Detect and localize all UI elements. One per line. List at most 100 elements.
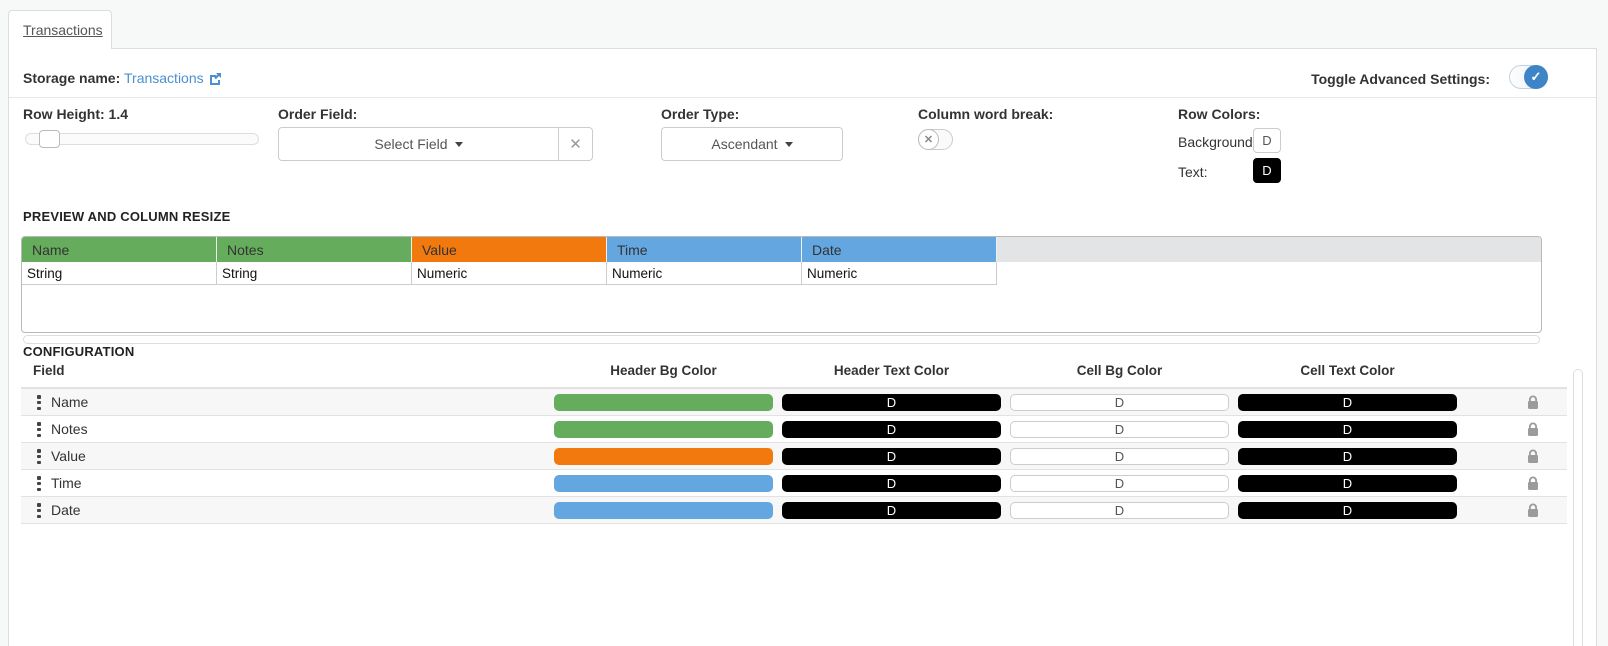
- drag-handle-icon[interactable]: [37, 476, 41, 491]
- preview-column-header[interactable]: Date: [802, 237, 997, 262]
- cell-bg-color-button[interactable]: D: [1010, 475, 1229, 492]
- row-text-color-button[interactable]: D: [1253, 158, 1281, 183]
- header-bg-color-swatch[interactable]: [554, 475, 773, 492]
- header-bg-color-column-header: Header Bg Color: [610, 363, 717, 378]
- header-text-color-button[interactable]: D: [782, 448, 1001, 465]
- preview-column-header[interactable]: Notes: [217, 237, 412, 262]
- column-header-text: Time: [617, 241, 648, 258]
- cell-text-color-button[interactable]: D: [1238, 421, 1457, 438]
- row-height-slider-thumb[interactable]: [39, 130, 60, 148]
- column-header-text: Value: [422, 241, 457, 258]
- header-text-color-button[interactable]: D: [782, 421, 1001, 438]
- row-height-label: Row Height: 1.4: [23, 106, 129, 122]
- swatch-label: D: [886, 503, 897, 518]
- cell-bg-color-column-header: Cell Bg Color: [1076, 363, 1163, 378]
- table-row: Notes D D D: [21, 416, 1567, 443]
- swatch-label: D: [1342, 503, 1353, 518]
- lock-icon[interactable]: [1525, 475, 1541, 492]
- swatch-label: D: [1114, 503, 1125, 518]
- background-label: Background:: [1178, 134, 1257, 150]
- cell-bg-color-button[interactable]: D: [1010, 421, 1229, 438]
- drag-handle-icon[interactable]: [37, 395, 41, 410]
- configuration-section-title: CONFIGURATION: [23, 344, 135, 359]
- preview-section-title: PREVIEW AND COLUMN RESIZE: [23, 209, 231, 224]
- check-icon: ✓: [1524, 65, 1548, 89]
- cell-text-color-button[interactable]: D: [1238, 475, 1457, 492]
- lock-icon[interactable]: [1525, 448, 1541, 465]
- header-text-color-button[interactable]: D: [782, 475, 1001, 492]
- column-header-text: Name: [32, 241, 70, 258]
- preview-column-header[interactable]: Name: [22, 237, 217, 262]
- drag-handle-icon[interactable]: [37, 422, 41, 437]
- field-name: Name: [51, 394, 89, 410]
- row-background-color-button[interactable]: D: [1253, 128, 1281, 153]
- chevron-down-icon: [784, 141, 793, 147]
- storage-name-label: Storage name:: [23, 70, 121, 86]
- order-field-select[interactable]: Select Field: [278, 127, 559, 161]
- configuration-vertical-scrollbar[interactable]: [1573, 369, 1583, 646]
- header-bg-color-swatch[interactable]: [554, 394, 773, 411]
- clear-x-icon: ✕: [569, 136, 582, 153]
- order-field-label: Order Field:: [278, 106, 358, 122]
- tab-transactions[interactable]: Transactions: [8, 10, 112, 49]
- cell-text-color-button[interactable]: D: [1238, 394, 1457, 411]
- preview-type-cell: Numeric: [412, 262, 607, 285]
- field-column-header: Field: [33, 363, 65, 378]
- field-name: Notes: [51, 421, 88, 437]
- swatch-label: D: [1114, 422, 1125, 437]
- field-name: Time: [51, 475, 82, 491]
- cell-bg-color-button[interactable]: D: [1010, 394, 1229, 411]
- order-type-select[interactable]: Ascendant: [661, 127, 843, 161]
- cell-text-color-button[interactable]: D: [1238, 448, 1457, 465]
- swatch-label: D: [1342, 476, 1353, 491]
- table-row: Time D D D: [21, 470, 1567, 497]
- swatch-label: D: [1114, 449, 1125, 464]
- cell-bg-color-button[interactable]: D: [1010, 502, 1229, 519]
- column-header-text: Notes: [227, 241, 264, 258]
- lock-icon[interactable]: [1525, 394, 1541, 411]
- preview-type-cell: Numeric: [802, 262, 997, 285]
- cell-bg-color-button[interactable]: D: [1010, 448, 1229, 465]
- header-text-color-column-header: Header Text Color: [833, 363, 950, 378]
- preview-horizontal-scrollbar[interactable]: [23, 335, 1540, 344]
- row-colors-label: Row Colors:: [1178, 106, 1261, 122]
- drag-handle-icon[interactable]: [37, 449, 41, 464]
- swatch-label: D: [1342, 395, 1353, 410]
- preview-column-header[interactable]: Time: [607, 237, 802, 262]
- swatch-label: D: [886, 449, 897, 464]
- preview-type-cell: String: [22, 262, 217, 285]
- lock-icon[interactable]: [1525, 502, 1541, 519]
- drag-handle-icon[interactable]: [37, 503, 41, 518]
- header-bg-color-swatch[interactable]: [554, 421, 773, 438]
- header-divider: [9, 97, 1596, 98]
- header-bg-color-swatch[interactable]: [554, 502, 773, 519]
- preview-column-header[interactable]: Value: [412, 237, 607, 262]
- cell-text-color-column-header: Cell Text Color: [1300, 363, 1395, 378]
- table-row: Value D D D: [21, 443, 1567, 470]
- table-row: Name D D D: [21, 389, 1567, 416]
- external-link-icon: [209, 72, 221, 85]
- swatch-label: D: [1114, 476, 1125, 491]
- swatch-label: D: [1342, 449, 1353, 464]
- header-text-color-button[interactable]: D: [782, 502, 1001, 519]
- order-field-value: Select Field: [374, 136, 448, 152]
- x-icon: ✕: [918, 129, 939, 150]
- swatch-label: D: [1114, 395, 1125, 410]
- word-break-toggle[interactable]: ✕: [918, 129, 953, 150]
- storage-link-text[interactable]: Transactions: [124, 70, 204, 86]
- settings-panel: Storage name: Transactions Toggle Advanc…: [8, 48, 1597, 646]
- cell-text-color-button[interactable]: D: [1238, 502, 1457, 519]
- lock-icon[interactable]: [1525, 421, 1541, 438]
- preview-type-row: String String Numeric Numeric Numeric: [22, 262, 1541, 285]
- header-bg-color-swatch[interactable]: [554, 448, 773, 465]
- order-type-label: Order Type:: [661, 106, 740, 122]
- configuration-rows: Name D D D Notes D D D Value D: [21, 387, 1567, 524]
- column-header-text: Date: [812, 241, 842, 258]
- advanced-settings-toggle[interactable]: ✓: [1509, 65, 1548, 89]
- storage-name-link[interactable]: Transactions: [124, 70, 222, 86]
- swatch-label: D: [1342, 422, 1353, 437]
- row-height-slider[interactable]: [25, 130, 259, 148]
- tab-label[interactable]: Transactions: [23, 22, 103, 38]
- header-text-color-button[interactable]: D: [782, 394, 1001, 411]
- order-field-clear-button[interactable]: ✕: [558, 127, 593, 161]
